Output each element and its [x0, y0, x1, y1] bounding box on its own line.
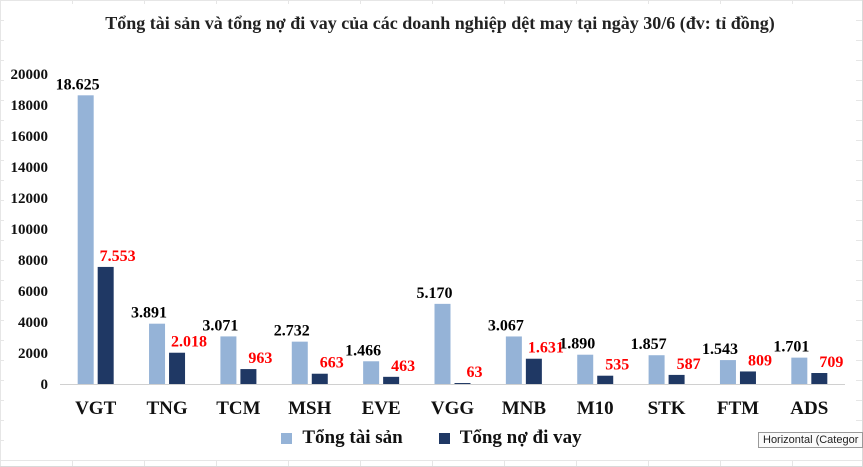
bar-total-assets[interactable]: [577, 354, 594, 384]
x-tick-label: FTM: [717, 398, 759, 419]
bar-total-assets[interactable]: [363, 361, 380, 384]
x-tick-label: ADS: [790, 398, 828, 419]
bar-total-assets[interactable]: [149, 323, 166, 384]
y-tick-label: 12000: [11, 191, 49, 207]
data-label-total-assets: 1.701: [773, 339, 809, 356]
bar-total-debt[interactable]: [739, 371, 756, 384]
data-label-total-debt: 535: [605, 357, 629, 374]
axis-tooltip: Horizontal (Categor: [758, 432, 863, 448]
bar-total-debt[interactable]: [597, 375, 614, 384]
legend-label-total-debt: Tổng nợ đi vay: [459, 427, 582, 448]
data-label-total-assets: 3.071: [202, 317, 238, 334]
data-label-total-assets: 3.891: [131, 305, 167, 322]
data-label-total-debt: 63: [467, 364, 483, 381]
bar-total-debt[interactable]: [240, 369, 257, 384]
y-tick-label: 2000: [18, 346, 48, 362]
x-tick-label: EVE: [362, 398, 401, 419]
legend[interactable]: Tổng tài sản Tổng nợ đi vay: [0, 427, 863, 449]
data-label-total-debt: 809: [748, 352, 772, 369]
legend-item-total-assets[interactable]: Tổng tài sản: [281, 427, 403, 449]
y-tick-label: 4000: [18, 315, 48, 331]
y-tick-label: 16000: [11, 129, 49, 145]
legend-swatch-total-assets: [281, 432, 293, 444]
data-label-total-assets: 1.543: [702, 341, 738, 358]
x-tick-label: M10: [577, 398, 614, 419]
bar-total-debt[interactable]: [454, 383, 471, 384]
bar-total-debt[interactable]: [169, 352, 186, 384]
legend-item-total-debt[interactable]: Tổng nợ đi vay: [438, 427, 582, 449]
data-label-total-debt: 1.631: [528, 340, 564, 357]
bar-total-debt[interactable]: [383, 376, 400, 384]
bar-total-assets[interactable]: [291, 341, 308, 384]
x-tick-label: VGG: [431, 398, 475, 419]
legend-swatch-total-debt: [438, 432, 450, 444]
bar-total-debt[interactable]: [311, 373, 328, 384]
y-tick-label: 14000: [11, 160, 49, 176]
bar-total-debt[interactable]: [668, 374, 685, 384]
bar-total-assets[interactable]: [505, 336, 522, 384]
x-tick-label: STK: [648, 398, 686, 419]
bar-total-assets[interactable]: [77, 95, 94, 384]
y-tick-label: 18000: [11, 98, 49, 114]
bar-total-debt[interactable]: [811, 373, 828, 384]
bar-total-assets[interactable]: [791, 357, 808, 384]
x-tick-label: TCM: [216, 398, 260, 419]
y-tick-label: 20000: [11, 67, 49, 83]
bar-total-assets[interactable]: [220, 336, 237, 384]
bar-total-assets[interactable]: [434, 303, 451, 384]
chart-title: Tổng tài sản và tổng nợ đi vay của các d…: [105, 13, 775, 33]
data-label-total-assets: 18.625: [56, 76, 100, 93]
data-label-total-assets: 1.857: [631, 336, 667, 353]
data-label-total-debt: 2.018: [171, 334, 207, 351]
data-label-total-debt: 463: [391, 358, 415, 375]
data-label-total-debt: 7.553: [100, 248, 136, 265]
data-label-total-assets: 5.170: [417, 285, 453, 302]
data-label-total-debt: 963: [248, 350, 272, 367]
x-tick-label: MNB: [502, 398, 547, 419]
bar-total-assets[interactable]: [719, 360, 736, 384]
data-label-total-debt: 587: [677, 356, 701, 373]
bar-total-debt[interactable]: [97, 266, 114, 384]
data-label-total-assets: 1.890: [559, 336, 595, 353]
y-tick-label: 10000: [11, 222, 49, 238]
y-tick-label: 6000: [18, 284, 48, 300]
data-label-total-assets: 3.067: [488, 317, 524, 334]
data-label-total-debt: 709: [819, 354, 843, 371]
y-tick-label: 0: [41, 377, 49, 393]
data-label-total-assets: 1.466: [345, 342, 381, 359]
x-tick-label: VGT: [75, 398, 117, 419]
data-label-total-assets: 2.732: [274, 323, 310, 340]
legend-label-total-assets: Tổng tài sản: [302, 427, 403, 448]
bar-total-assets[interactable]: [648, 355, 665, 384]
data-label-total-debt: 663: [320, 355, 344, 372]
x-tick-label: MSH: [288, 398, 332, 419]
y-tick-label: 8000: [18, 253, 48, 269]
x-tick-label: TNG: [146, 398, 187, 419]
bar-total-debt[interactable]: [525, 358, 542, 384]
